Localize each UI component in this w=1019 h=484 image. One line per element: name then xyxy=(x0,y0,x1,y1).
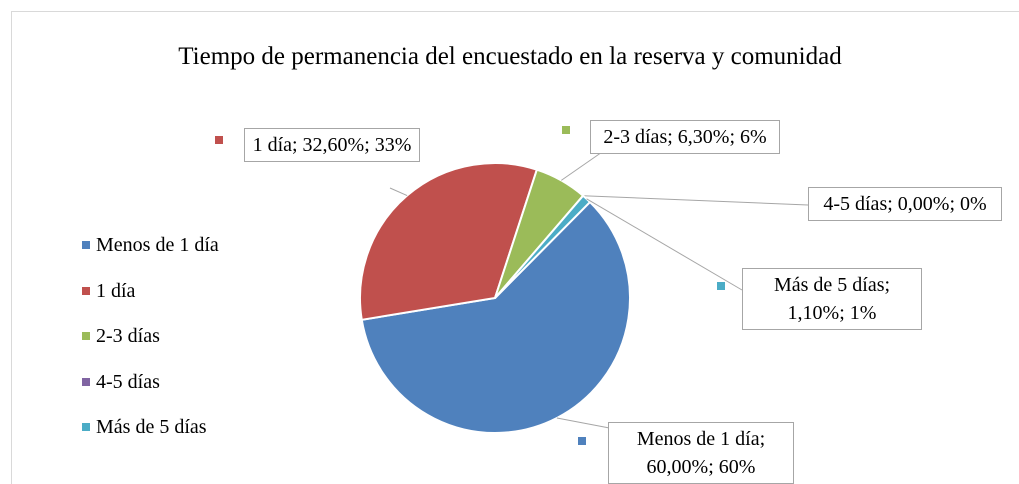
label-key xyxy=(578,437,586,445)
pie-slice xyxy=(494,194,592,299)
legend-key xyxy=(82,286,90,295)
legend-label: 4-5 días xyxy=(96,370,160,393)
legend-key xyxy=(82,332,90,340)
label-key xyxy=(215,136,223,144)
chart-title: Tiempo de permanencia del encuestado en … xyxy=(178,43,842,70)
pie-slice xyxy=(360,200,631,434)
legend-label: Más de 5 días xyxy=(96,416,207,438)
data-label: Menos de 1 día; 60,00%; 60% xyxy=(608,422,794,484)
label-key xyxy=(717,282,725,290)
legend-label: 1 día xyxy=(96,279,136,302)
legend-key xyxy=(82,377,90,386)
data-label: 4-5 días; 0,00%; 0% xyxy=(808,187,1002,221)
leader-line xyxy=(586,198,743,291)
legend-label: 2-3 días xyxy=(96,325,160,347)
legend-label: Menos de 1 día xyxy=(96,234,219,256)
legend-key xyxy=(82,423,90,431)
legend-key xyxy=(82,241,90,249)
leader-line xyxy=(560,149,606,181)
chart-border xyxy=(11,11,1019,484)
leader-line xyxy=(389,187,408,196)
data-label: 1 día; 32,60%; 33% xyxy=(244,128,420,162)
pie-slice xyxy=(359,162,539,321)
data-label: Más de 5 días; 1,10%; 1% xyxy=(742,268,922,330)
label-key xyxy=(562,126,570,134)
data-label: 2-3 días; 6,30%; 6% xyxy=(590,120,780,154)
leader-line xyxy=(583,195,809,206)
